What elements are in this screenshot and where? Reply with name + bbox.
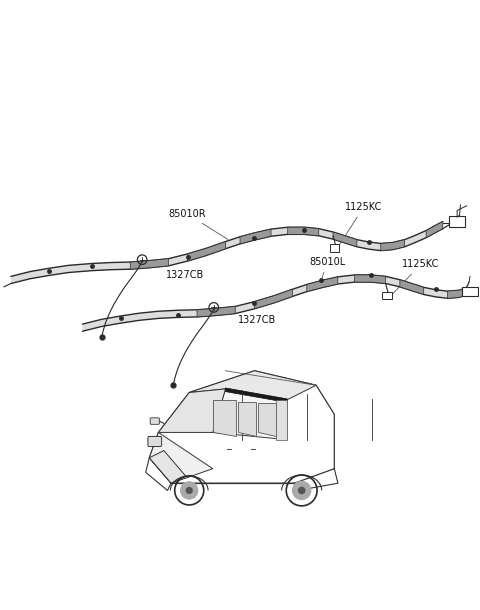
- FancyBboxPatch shape: [150, 418, 159, 425]
- Circle shape: [298, 487, 305, 494]
- Polygon shape: [254, 289, 292, 309]
- Polygon shape: [130, 259, 168, 269]
- Circle shape: [180, 482, 198, 499]
- Polygon shape: [188, 242, 226, 261]
- Polygon shape: [149, 371, 334, 483]
- Polygon shape: [447, 287, 467, 298]
- Polygon shape: [400, 280, 424, 295]
- Polygon shape: [288, 227, 319, 236]
- Polygon shape: [189, 371, 316, 400]
- Text: 1327CB: 1327CB: [150, 260, 204, 280]
- FancyBboxPatch shape: [382, 292, 392, 300]
- Text: 1125KC: 1125KC: [337, 202, 383, 249]
- Polygon shape: [238, 401, 256, 436]
- Polygon shape: [258, 403, 276, 436]
- Polygon shape: [381, 240, 405, 251]
- Polygon shape: [158, 389, 226, 432]
- Polygon shape: [355, 275, 385, 284]
- Polygon shape: [213, 389, 287, 440]
- Text: 85010L: 85010L: [309, 257, 346, 278]
- Text: 1327CB: 1327CB: [221, 308, 276, 325]
- FancyBboxPatch shape: [148, 436, 162, 447]
- Polygon shape: [307, 277, 338, 292]
- FancyBboxPatch shape: [462, 287, 478, 296]
- Text: 85010R: 85010R: [168, 209, 228, 240]
- Polygon shape: [426, 221, 443, 238]
- Polygon shape: [149, 432, 213, 483]
- Polygon shape: [149, 451, 186, 483]
- Circle shape: [186, 487, 193, 494]
- FancyBboxPatch shape: [330, 244, 339, 251]
- FancyBboxPatch shape: [449, 216, 465, 227]
- Polygon shape: [333, 232, 357, 247]
- Polygon shape: [197, 306, 235, 317]
- Polygon shape: [213, 400, 236, 436]
- Polygon shape: [226, 388, 287, 403]
- Polygon shape: [276, 400, 287, 440]
- Polygon shape: [11, 221, 443, 284]
- Polygon shape: [83, 275, 467, 331]
- Polygon shape: [240, 229, 271, 244]
- Circle shape: [292, 481, 311, 500]
- Text: 1125KC: 1125KC: [390, 259, 440, 297]
